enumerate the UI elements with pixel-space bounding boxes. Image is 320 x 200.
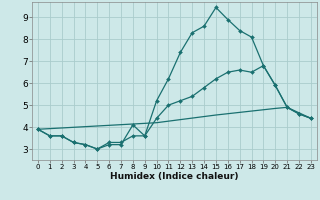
X-axis label: Humidex (Indice chaleur): Humidex (Indice chaleur) [110,172,239,181]
